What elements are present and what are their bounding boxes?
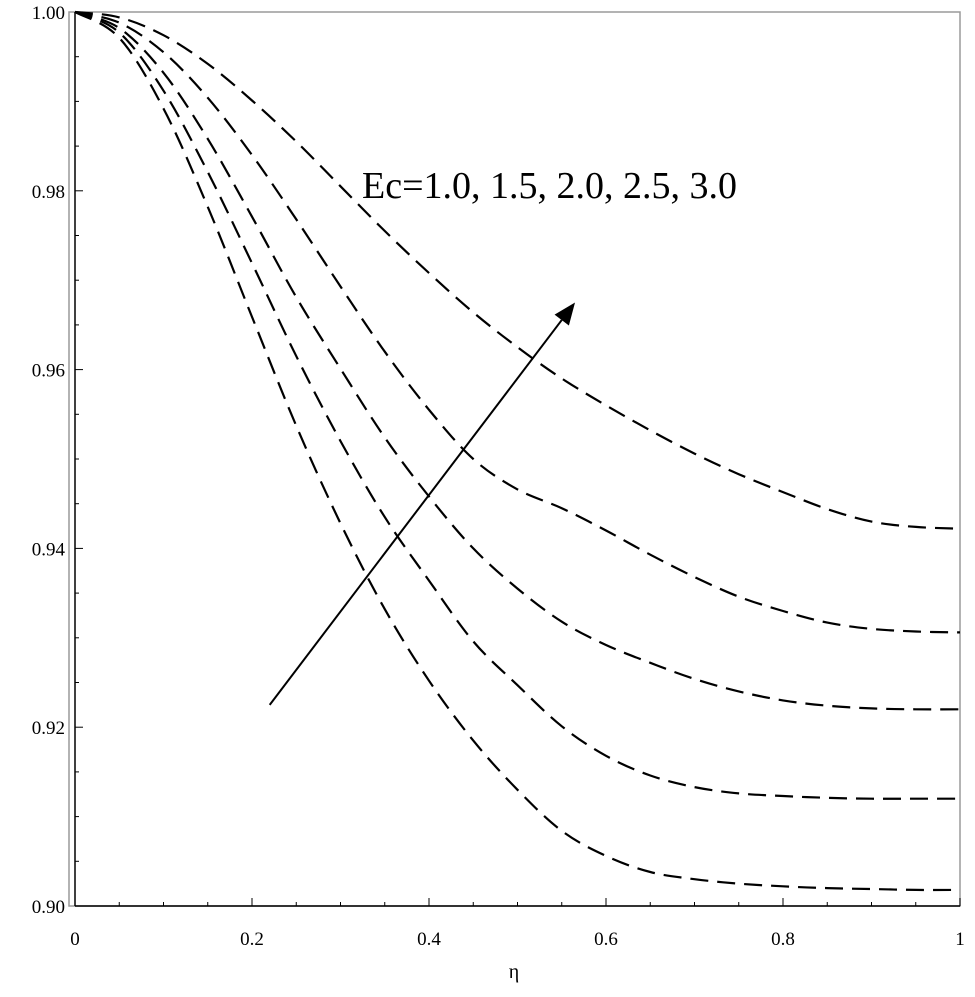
curve-line-3 xyxy=(74,10,961,711)
x-tick-label: 0.4 xyxy=(417,929,441,950)
tick-labels: 0 0.2 0.4 0.6 0.8 1 0.90 0.92 0.94 0.96 0.98 1.00 xyxy=(32,3,965,950)
x-tick-label: 0.8 xyxy=(771,929,795,950)
curve-line-2 xyxy=(74,10,960,800)
y-tick-label: 0.94 xyxy=(32,539,66,560)
x-tick-label: 0.6 xyxy=(594,929,618,950)
x-tick-label: 1 xyxy=(955,929,965,950)
x-axis-label: η xyxy=(509,961,519,983)
y-tick-label: 0.90 xyxy=(32,897,65,918)
curves xyxy=(74,10,961,892)
ticks xyxy=(74,11,961,907)
y-tick-label: 1.00 xyxy=(32,3,65,24)
arrow-head xyxy=(554,302,576,326)
x-tick-label: 0 xyxy=(70,929,80,950)
y-tick-label: 0.92 xyxy=(32,718,65,739)
y-tick-label: 0.96 xyxy=(32,361,65,382)
arrow-shaft xyxy=(268,319,563,706)
y-tick-label: 0.98 xyxy=(32,182,65,203)
curve-line-5 xyxy=(74,11,961,892)
parameter-arrow xyxy=(268,302,576,706)
ec-annotation: Ec=1.0, 1.5, 2.0, 2.5, 3.0 xyxy=(362,165,737,207)
x-tick-label: 0.2 xyxy=(240,929,264,950)
plot-frame xyxy=(68,11,961,907)
curve-line-1 xyxy=(74,10,961,634)
curve-line-4 xyxy=(74,10,961,530)
